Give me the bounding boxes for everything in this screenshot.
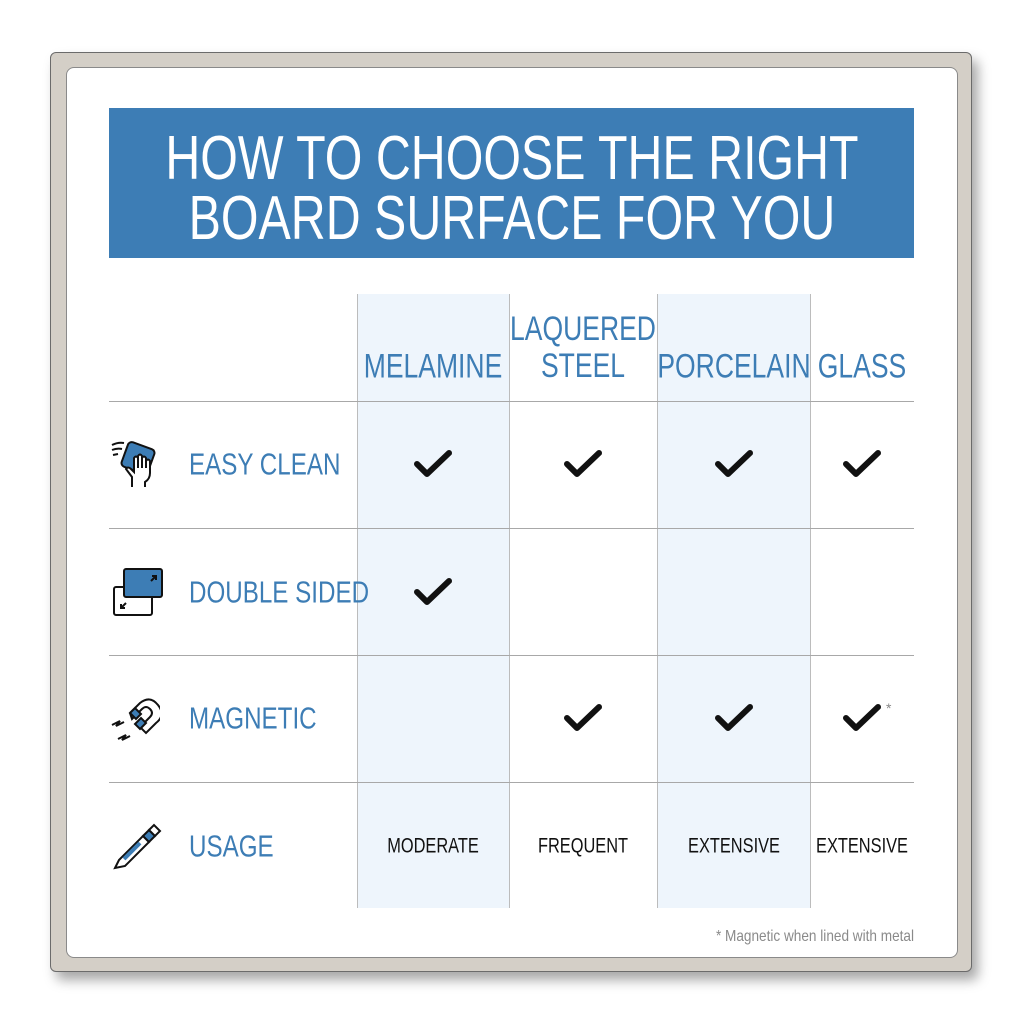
column-divider xyxy=(509,294,510,908)
checkmark-icon xyxy=(414,578,452,605)
title-banner: HOW TO CHOOSE THE RIGHT BOARD SURFACE FO… xyxy=(109,108,914,258)
column-divider xyxy=(657,294,658,908)
column-header-porcelain: PORCELAIN xyxy=(657,347,811,386)
title-line-1: HOW TO CHOOSE THE RIGHT xyxy=(164,124,859,193)
glass-magnetic-note-marker: * xyxy=(886,700,892,716)
hand-wiping-icon xyxy=(111,441,156,487)
usage-laquered-steel: FREQUENT xyxy=(537,834,629,858)
column-header-melamine: MELAMINE xyxy=(363,347,503,386)
column-divider xyxy=(357,294,358,908)
row-label-usage: USAGE xyxy=(189,828,274,864)
checkmark-icon xyxy=(715,450,753,477)
title-line-2: BOARD SURFACE FOR YOU xyxy=(188,184,835,253)
column-header-line: LAQUERED xyxy=(510,310,656,348)
column-header-line: STEEL xyxy=(540,347,626,385)
column-header-laquered-steel: LAQUERED STEEL xyxy=(510,311,656,385)
footnote: * Magnetic when lined with metal xyxy=(715,928,914,945)
checkmark-icon xyxy=(843,704,881,731)
row-divider xyxy=(109,782,914,783)
checkmark-icon xyxy=(564,450,602,477)
column-divider xyxy=(810,294,811,908)
porcelain-column-shade xyxy=(657,294,810,908)
checkmark-icon xyxy=(715,704,753,731)
melamine-column-shade xyxy=(357,294,509,908)
checkmark-icon xyxy=(414,450,452,477)
row-label-magnetic: MAGNETIC xyxy=(189,700,317,736)
row-divider xyxy=(109,528,914,529)
usage-glass: EXTENSIVE xyxy=(816,834,908,858)
row-label-double-sided: DOUBLE SIDED xyxy=(189,574,370,610)
row-label-easy-clean: EASY CLEAN xyxy=(189,446,341,482)
double-sided-board-icon xyxy=(113,568,163,616)
magnet-icon xyxy=(111,698,160,741)
checkmark-icon xyxy=(843,450,881,477)
column-header-glass: GLASS xyxy=(817,347,907,386)
marker-icon xyxy=(113,823,162,870)
row-divider xyxy=(109,655,914,656)
row-divider xyxy=(109,401,914,402)
checkmark-icon xyxy=(564,704,602,731)
usage-porcelain: EXTENSIVE xyxy=(688,834,780,858)
usage-melamine: MODERATE xyxy=(387,834,479,858)
